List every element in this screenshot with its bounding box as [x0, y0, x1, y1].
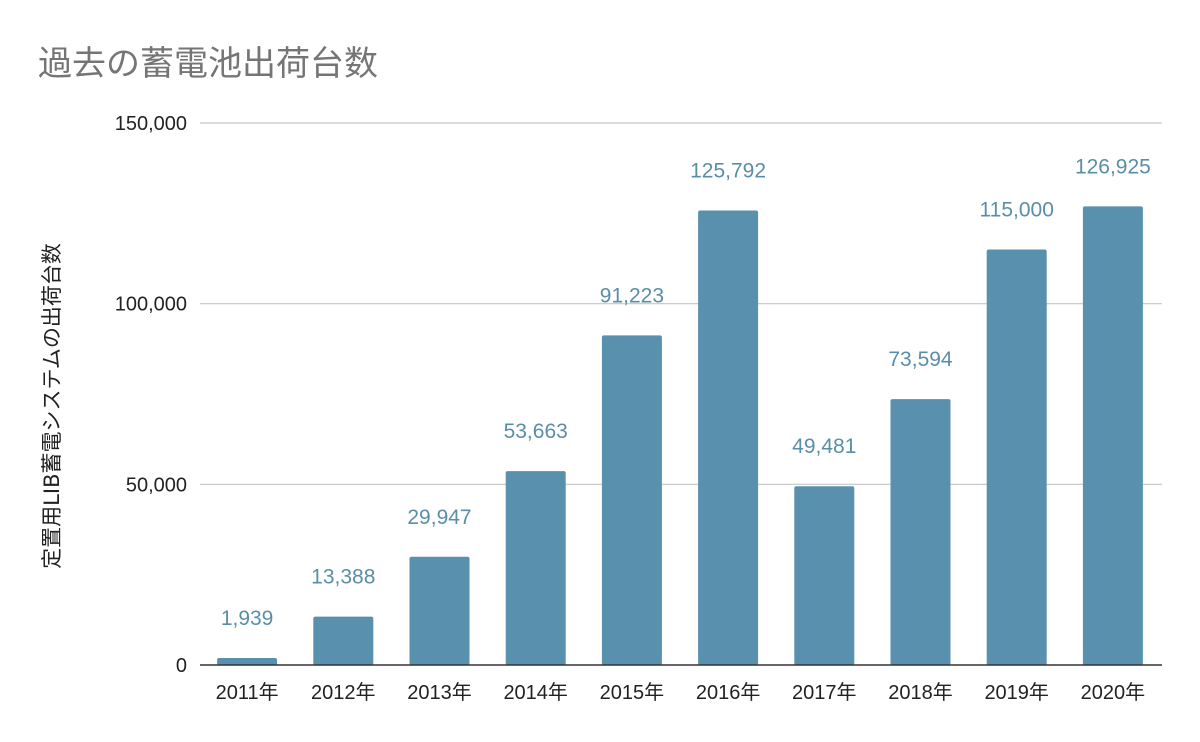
bar	[1082, 206, 1143, 665]
bar	[313, 616, 374, 665]
data-label: 53,663	[504, 420, 568, 443]
data-label: 73,594	[888, 348, 953, 371]
x-tick-label: 2011年	[216, 681, 279, 704]
data-label: 91,223	[600, 284, 664, 307]
bar	[794, 486, 855, 665]
x-tick-label: 2015年	[600, 681, 665, 704]
bar	[986, 249, 1047, 665]
bar	[890, 399, 951, 665]
y-axis-ticks: 0 50,000 100,000 150,000	[115, 113, 187, 677]
y-axis-title: 定置用LIB蓄電システムの出荷台数	[40, 243, 64, 569]
data-label: 125,792	[690, 159, 766, 182]
y-tick-label: 150,000	[115, 113, 187, 135]
data-label: 29,947	[407, 506, 471, 529]
data-label: 13,388	[311, 566, 375, 589]
data-labels: 1,939 13,388 29,947 53,663 91,223 125,792 49,4…	[221, 155, 1151, 630]
data-label: 1,939	[221, 607, 274, 630]
x-tick-label: 2017年	[792, 681, 857, 704]
bars	[217, 206, 1143, 666]
x-axis-ticks: 2011年 2012年 2013年 2014年 2015年 2016年 2017年 2018年…	[216, 681, 1146, 704]
bar	[409, 556, 470, 665]
y-tick-label: 50,000	[126, 474, 187, 496]
x-tick-label: 2012年	[311, 681, 376, 704]
x-tick-label: 2013年	[407, 681, 472, 704]
y-tick-label: 0	[176, 655, 187, 677]
data-label: 126,925	[1075, 155, 1151, 178]
bar	[505, 471, 566, 665]
x-tick-label: 2020年	[1081, 681, 1146, 704]
x-tick-label: 2018年	[888, 681, 953, 704]
x-tick-label: 2014年	[503, 681, 568, 704]
data-label: 49,481	[792, 435, 856, 458]
bar	[217, 657, 278, 665]
x-tick-label: 2019年	[984, 681, 1049, 704]
chart-title: 過去の蓄電池出荷台数	[38, 44, 378, 84]
bar	[698, 210, 759, 666]
bar	[601, 335, 662, 665]
x-tick-label: 2016年	[696, 681, 761, 704]
data-label: 115,000	[980, 198, 1054, 221]
y-tick-label: 100,000	[115, 294, 187, 316]
